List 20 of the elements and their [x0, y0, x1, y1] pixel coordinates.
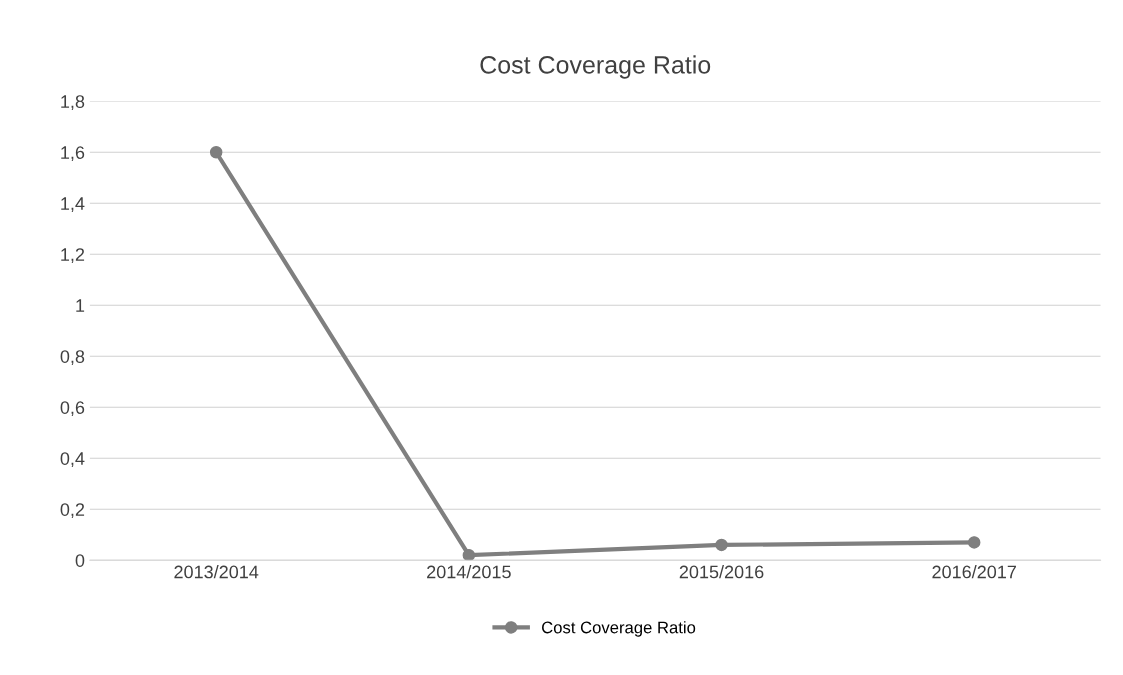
y-tick-label: 1,4 [61, 197, 85, 213]
x-tick-label: 2013/2014 [174, 565, 259, 579]
legend-label: Cost Coverage Ratio [542, 621, 696, 637]
x-tick-label: 2015/2016 [679, 565, 764, 579]
point [967, 536, 981, 549]
y-tick-label: 0,8 [60, 350, 85, 366]
x-tick-label: 2014/2015 [427, 565, 511, 579]
y-tick-label: 1,6 [61, 146, 85, 162]
chart-title: Cost Coverage Ratio [480, 55, 711, 79]
point [462, 548, 476, 561]
y-tick-label: 0 [75, 554, 85, 567]
point [715, 538, 728, 552]
y-tick-label: 0,2 [60, 503, 85, 519]
y-tick-label: 1,8 [61, 95, 85, 111]
x-tick-label: 2016/2017 [932, 565, 1016, 579]
point [209, 145, 223, 159]
y-tick-label: 1 [76, 299, 85, 312]
y-tick-label: 0,6 [60, 401, 85, 417]
y-tick-label: 1,2 [61, 248, 85, 264]
y-tick-label: 0,4 [60, 452, 85, 468]
